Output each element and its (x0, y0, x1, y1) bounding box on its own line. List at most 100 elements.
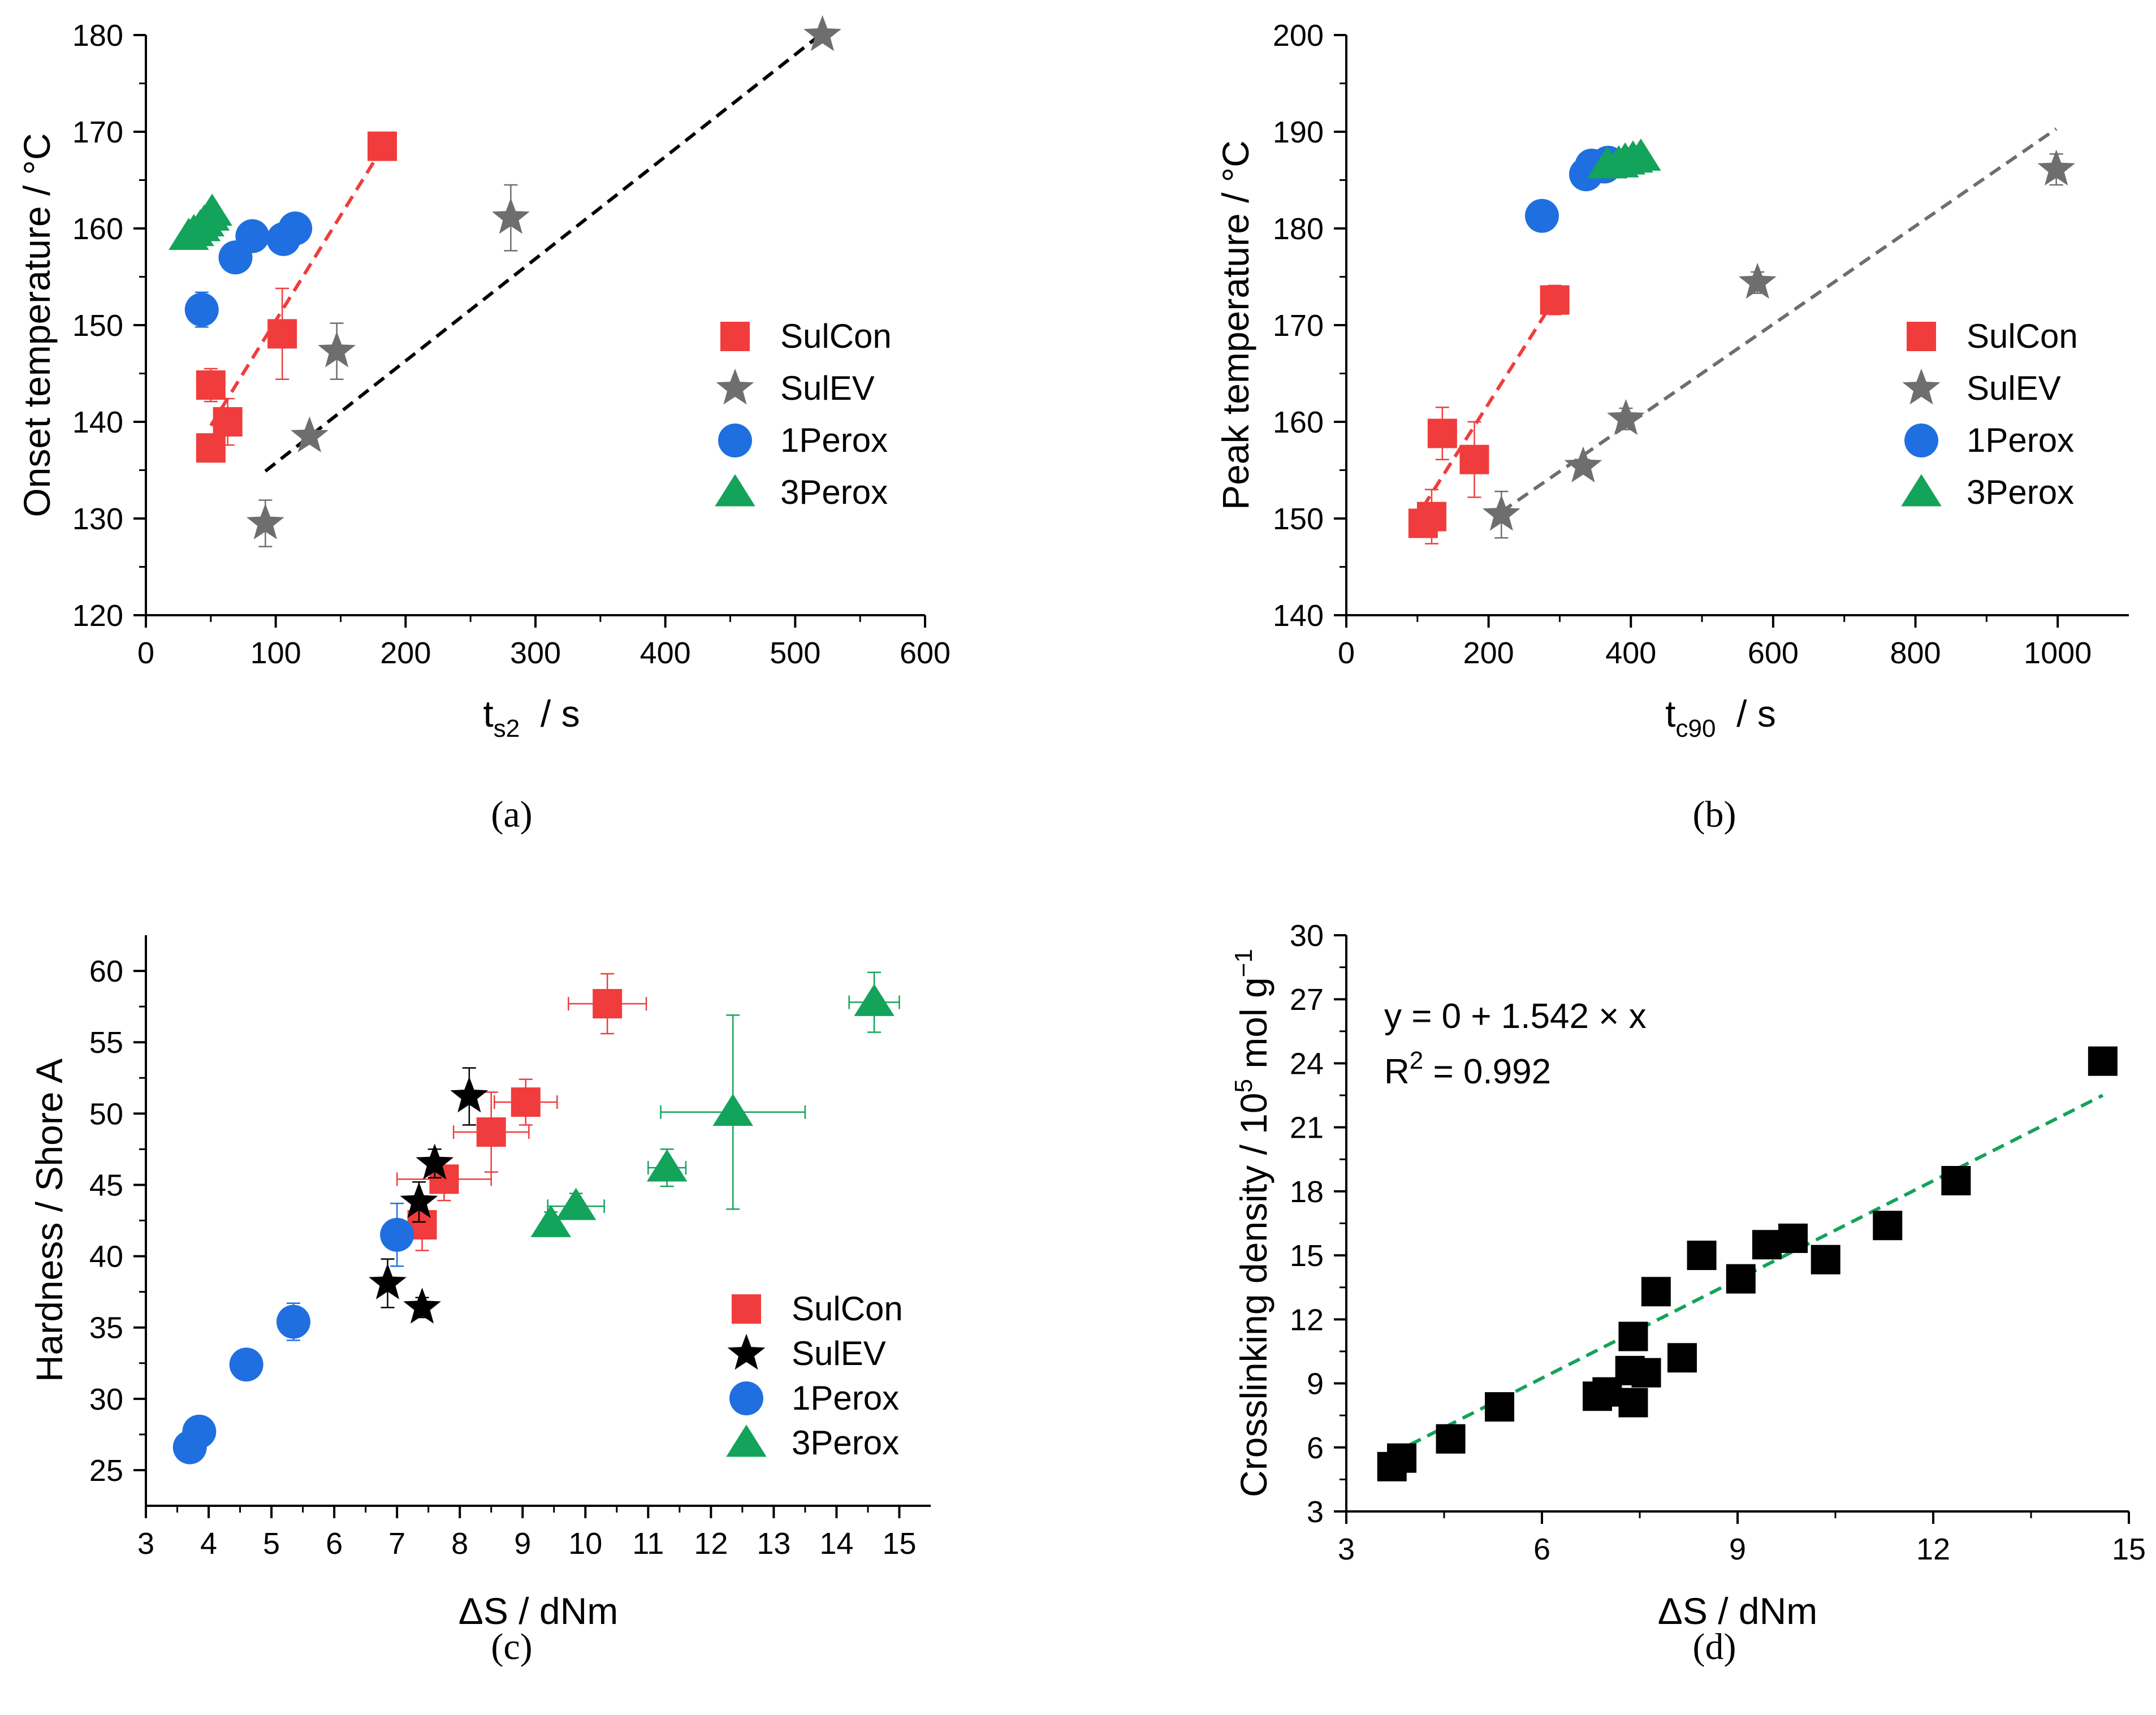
y-tick-label: 50 (89, 1097, 123, 1131)
x-tick-label: 14 (819, 1527, 853, 1561)
y-tick-label: 150 (1273, 502, 1324, 536)
data-point (1941, 1166, 1971, 1196)
data-point (450, 1076, 489, 1113)
legend-label: SulEV (780, 369, 875, 407)
x-tick-label: 6 (1533, 1532, 1550, 1566)
x-axis-title: ΔS / dNm (1658, 1590, 1817, 1632)
data-point (1631, 1358, 1661, 1388)
x-tick-label: 3 (137, 1527, 154, 1561)
y-tick-label: 60 (89, 954, 123, 988)
x-tick-label: 200 (1463, 636, 1514, 670)
data-point (1873, 1211, 1903, 1241)
y-tick-label: 6 (1307, 1431, 1324, 1465)
y-tick-label: 150 (72, 309, 123, 343)
legend-label: SulEV (792, 1334, 886, 1372)
x-tick-label: 4 (200, 1527, 217, 1561)
panel-c: 3 4 5 6 7 8 9 10 11 12 13 14 152530354045505560SulCo… (28, 935, 931, 1668)
data-point (1436, 1424, 1466, 1454)
x-tick-label: 11 (632, 1527, 664, 1561)
legend-marker (1902, 368, 1941, 405)
series-3perox (530, 971, 900, 1237)
y-tick-label: 140 (72, 405, 123, 439)
y-tick-label: 24 (1290, 1047, 1324, 1081)
y-tick-label: 45 (89, 1168, 123, 1202)
x-tick-label: 15 (2112, 1532, 2146, 1566)
legend-marker (727, 1333, 766, 1370)
data-point (593, 989, 623, 1019)
y-tick-label: 160 (1273, 405, 1324, 439)
data-point (369, 1263, 407, 1299)
x-axis-title: ΔS / dNm (459, 1590, 618, 1632)
data-point (1459, 444, 1489, 474)
data-point (1667, 1343, 1697, 1373)
legend-marker (732, 1294, 761, 1324)
data-point (1726, 1264, 1756, 1294)
x-axis-title-main: t (483, 693, 493, 735)
data-point (196, 370, 226, 400)
data-point (1607, 399, 1645, 435)
legend-marker (1904, 424, 1938, 457)
data-point (400, 1182, 438, 1219)
data-point (1540, 285, 1570, 315)
series-sulcon (1408, 284, 1570, 545)
y-tick-label: 15 (1290, 1239, 1324, 1273)
x-tick-label: 8 (451, 1527, 468, 1561)
data-point (712, 1094, 753, 1126)
y-axis-title-unit: mol g (1233, 977, 1274, 1079)
r-squared-value: = 0.992 (1423, 1052, 1551, 1091)
legend-marker (715, 474, 755, 507)
r-squared: R2 = 0.992 (1384, 1047, 1551, 1091)
x-tick-label: 3 (1338, 1532, 1355, 1566)
data-point (267, 319, 297, 349)
panel-label: (b) (1693, 794, 1736, 835)
x-tick-label: 0 (137, 636, 154, 670)
y-tick-label: 3 (1307, 1495, 1324, 1529)
y-axis-title: Onset temperature / °C (16, 133, 58, 517)
data-point (646, 1149, 688, 1182)
panel-b: 0 200 400 600 800 1000 140 150 160 170 180 190 200 Su… (1215, 19, 2129, 835)
x-tick-label: 1000 (2024, 636, 2092, 670)
x-tick-label: 9 (1729, 1532, 1746, 1566)
x-tick-label: 9 (514, 1527, 531, 1561)
y-tick-label: 12 (1290, 1303, 1324, 1337)
data-point (416, 1143, 454, 1180)
series-1perox (172, 1202, 414, 1465)
y-axis-title-main: Onset temperature / °C (16, 133, 58, 517)
data-point (235, 219, 270, 253)
y-tick-label: 130 (72, 502, 123, 536)
x-tick-label: 10 (568, 1527, 602, 1561)
x-tick-label: 300 (510, 636, 561, 670)
y-tick-label: 9 (1307, 1367, 1324, 1401)
y-axis-title-main: Hardness / Shore A (28, 1059, 70, 1382)
legend-marker (729, 1381, 763, 1415)
x-axis-title-main: ΔS / dNm (1658, 1590, 1817, 1632)
series-3perox (1587, 138, 1661, 179)
data-point (476, 1117, 506, 1147)
y-tick-label: 180 (72, 19, 123, 53)
data-point (1687, 1241, 1717, 1271)
legend-label: 3Perox (1967, 473, 2074, 511)
fit-line (1422, 298, 1557, 508)
data-point (1485, 1392, 1515, 1422)
data-point (854, 984, 895, 1016)
y-tick-label: 200 (1273, 19, 1324, 53)
data-point (1752, 1230, 1782, 1260)
x-tick-label: 400 (1605, 636, 1656, 670)
y-tick-label: 18 (1290, 1175, 1324, 1209)
data-point (367, 131, 397, 161)
data-point (196, 433, 226, 463)
x-axis-title-unit: / s (1716, 693, 1775, 735)
series-sulev (246, 15, 841, 547)
panel-label: (c) (491, 1626, 532, 1668)
r-squared-label: R (1384, 1052, 1410, 1091)
y-tick-label: 120 (72, 599, 123, 633)
data-point (555, 1187, 597, 1220)
data-point (1641, 1277, 1671, 1307)
x-tick-label: 12 (1916, 1532, 1950, 1566)
data-point (182, 1414, 217, 1449)
panel-label: (d) (1693, 1626, 1736, 1668)
x-axis-title-main: ΔS / dNm (459, 1590, 618, 1632)
fit-equation: y = 0 + 1.542 × x (1384, 997, 1647, 1036)
data-point (291, 416, 329, 452)
data-point (380, 1217, 414, 1252)
